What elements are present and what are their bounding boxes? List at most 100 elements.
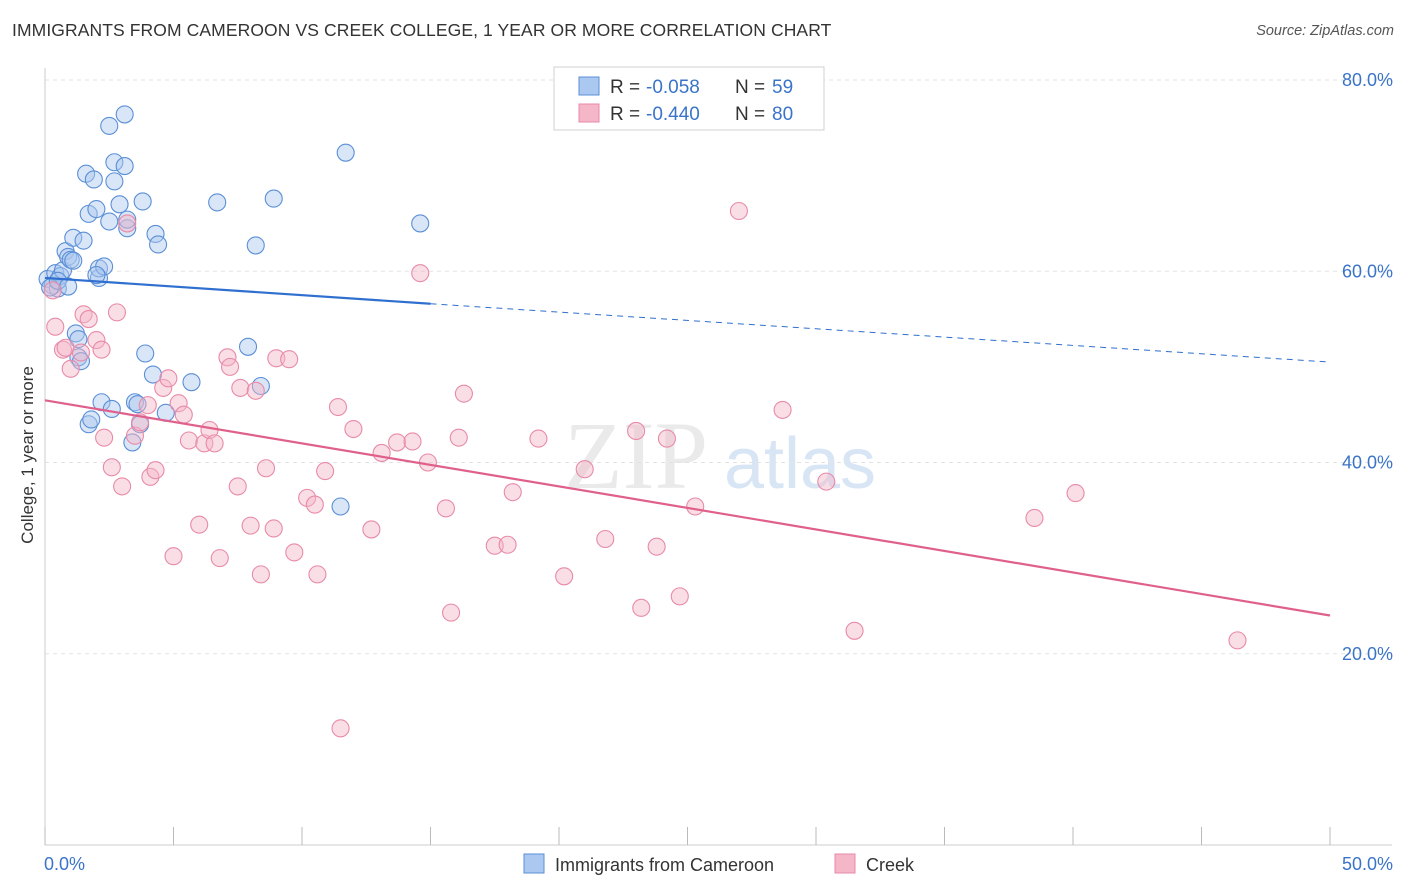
creek-point xyxy=(285,543,304,562)
stats-n-value-1: 80 xyxy=(772,104,793,125)
creek-point xyxy=(246,381,265,400)
creek-point xyxy=(403,432,422,451)
creek-point xyxy=(388,433,407,452)
y-tick-label: 60.0% xyxy=(1342,261,1393,281)
watermark: ZIP atlas xyxy=(564,402,876,509)
creek-point xyxy=(498,535,517,554)
cameroon-point xyxy=(118,210,137,229)
creek-point xyxy=(205,434,224,453)
creek-point xyxy=(56,338,75,357)
stats-n-label-0: N = xyxy=(735,77,765,98)
cameroon-point xyxy=(411,214,430,233)
chart-title: IMMIGRANTS FROM CAMEROON VS CREEK COLLEG… xyxy=(12,20,832,40)
creek-point xyxy=(102,458,121,477)
legend-swatch-cameroon xyxy=(523,853,545,874)
creek-point xyxy=(53,340,73,359)
creek-point xyxy=(670,587,689,606)
creek-point xyxy=(220,357,240,376)
creek-point xyxy=(61,359,80,378)
y-axis-label: College, 1 year or more xyxy=(18,366,37,544)
y-tick-labels: 20.0% 40.0% 60.0% 80.0% xyxy=(1342,70,1393,664)
creek-point xyxy=(87,331,106,350)
stats-swatch-blue xyxy=(578,76,600,96)
creek-point xyxy=(190,515,209,534)
creek-point xyxy=(113,477,132,496)
creek-point xyxy=(647,537,666,556)
creek-point xyxy=(146,461,165,480)
cameroon-point xyxy=(110,195,129,214)
creek-point xyxy=(627,421,646,440)
series-creek-points xyxy=(43,201,1247,738)
creek-point xyxy=(436,499,455,518)
cameroon-point xyxy=(105,153,124,172)
stats-r-label-0: R = xyxy=(610,77,640,98)
creek-point xyxy=(411,264,430,283)
creek-point xyxy=(71,343,91,362)
y-axis-label-wrap: College, 1 year or more xyxy=(16,0,40,892)
creek-point xyxy=(138,396,157,415)
creek-point xyxy=(95,428,114,447)
cameroon-point xyxy=(149,235,168,254)
stats-legend: R = -0.058 N = 59 R = -0.440 N = 80 xyxy=(553,66,825,131)
y-tick-label: 40.0% xyxy=(1342,453,1393,473)
creek-point xyxy=(164,547,183,566)
creek-point xyxy=(485,536,504,555)
creek-point xyxy=(1025,508,1044,528)
creek-point xyxy=(159,369,178,388)
stats-n-label-1: N = xyxy=(735,104,765,125)
cameroon-point xyxy=(136,344,155,363)
cameroon-point xyxy=(64,228,83,247)
creek-point xyxy=(449,428,468,447)
creek-point xyxy=(344,419,363,439)
cameroon-point xyxy=(238,337,258,356)
cameroon-point xyxy=(264,189,283,208)
creek-point xyxy=(210,549,229,568)
creek-point xyxy=(46,317,65,336)
cameroon-point xyxy=(84,170,103,189)
cameroon-point xyxy=(105,172,124,191)
creek-point xyxy=(362,520,381,539)
creek-point xyxy=(154,378,173,397)
cameroon-point xyxy=(143,365,162,384)
legend-label-cameroon: Immigrants from Cameroon xyxy=(555,855,774,875)
stats-n-value-0: 59 xyxy=(772,77,793,98)
creek-point xyxy=(264,519,283,538)
creek-point xyxy=(169,394,188,413)
creek-point xyxy=(632,598,651,617)
creek-point xyxy=(555,567,574,586)
creek-point xyxy=(256,459,276,478)
x-tick-labels: 0.0% 50.0% xyxy=(44,854,1393,874)
creek-point xyxy=(596,529,615,549)
cameroon-point xyxy=(115,157,134,176)
legend-swatch-creek xyxy=(834,853,856,874)
creek-point xyxy=(79,310,98,329)
cameroon-point xyxy=(336,143,355,162)
creek-point xyxy=(454,384,473,403)
creek-point xyxy=(280,350,299,369)
creek-point xyxy=(331,719,350,738)
creek-point xyxy=(231,378,250,397)
cameroon-point xyxy=(87,266,106,285)
stats-r-value-0: -0.058 xyxy=(646,77,700,98)
creek-point xyxy=(228,477,247,496)
y-tick-label: 80.0% xyxy=(1342,70,1393,90)
creek-point xyxy=(125,426,144,445)
cameroon-point xyxy=(87,200,106,219)
stats-r-label-1: R = xyxy=(610,104,640,125)
creek-point xyxy=(657,429,676,448)
creek-point xyxy=(118,214,137,233)
creek-point xyxy=(817,472,836,491)
creek-point xyxy=(107,303,127,322)
creek-point xyxy=(241,516,260,535)
cameroon-point xyxy=(146,224,165,244)
creek-point xyxy=(845,621,864,640)
creek-point xyxy=(179,431,198,450)
creek-point xyxy=(316,462,335,481)
y-tick-label: 20.0% xyxy=(1342,644,1393,664)
creek-point xyxy=(298,488,317,507)
cameroon-point xyxy=(182,373,201,392)
creek-point xyxy=(43,281,62,300)
creek-point xyxy=(372,443,391,462)
cameroon-point xyxy=(331,497,350,516)
